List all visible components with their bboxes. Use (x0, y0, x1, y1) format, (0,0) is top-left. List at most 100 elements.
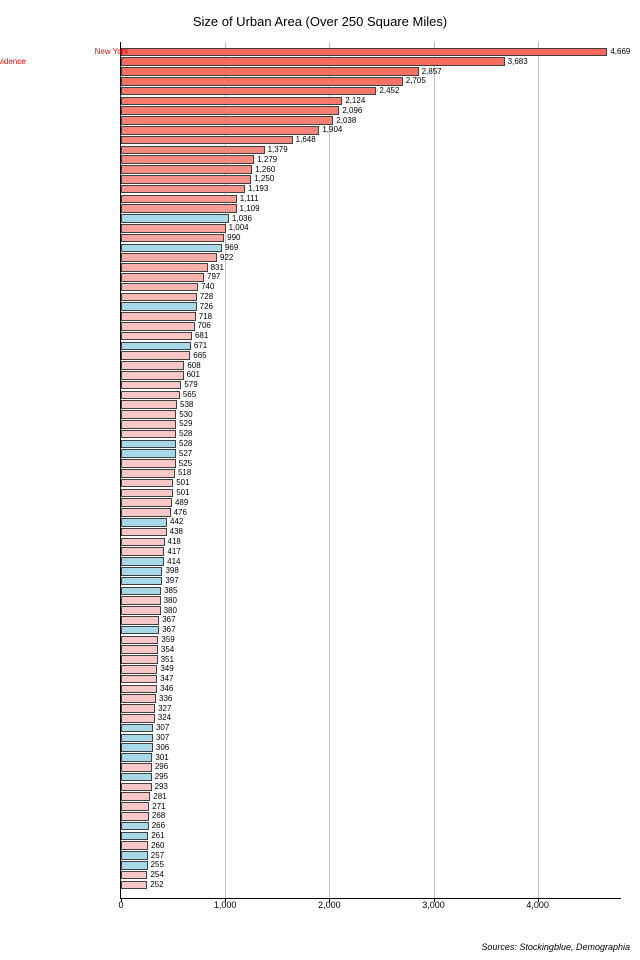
bar (121, 802, 149, 811)
bar-value: 1,004 (229, 223, 249, 233)
bar-value: 442 (170, 517, 183, 527)
bar (121, 636, 158, 645)
bar-value: 2,857 (422, 67, 442, 77)
bar-row: Raleigh706 (121, 321, 211, 331)
bar-row: Pittsburgh922 (121, 253, 233, 263)
bar-value: 252 (150, 880, 163, 890)
bar (121, 136, 293, 145)
bar-row: Houston1,904 (121, 125, 342, 135)
bar-value: 254 (150, 870, 163, 880)
bar (121, 293, 197, 302)
bar (121, 283, 198, 292)
bar-value: 706 (198, 321, 211, 331)
bar (121, 410, 176, 419)
bar-value: 740 (201, 282, 214, 292)
bar-value: 351 (161, 655, 174, 665)
bar (121, 724, 153, 733)
bar-row: Grand Rapids281 (121, 792, 167, 802)
chart-title: Size of Urban Area (Over 250 Square Mile… (0, 0, 640, 37)
bar-row: Tucson354 (121, 645, 174, 655)
bar-row: Antwerp257 (121, 851, 164, 861)
bar-row: Paris969 (121, 243, 238, 253)
bar-value: 2,038 (336, 116, 356, 126)
bar (121, 547, 164, 556)
x-tick-label: 1,000 (214, 900, 237, 910)
bar-value: 397 (165, 576, 178, 586)
bar-value: 718 (199, 312, 212, 322)
bar-row: Louisville489 (121, 498, 188, 508)
bar (121, 616, 159, 625)
bar-row: El Paso252 (121, 880, 164, 890)
bar-value: 414 (167, 557, 180, 567)
bar-row: Harrisburg260 (121, 841, 164, 851)
bar (121, 155, 254, 164)
bar-row: Detroit1,648 (121, 135, 316, 145)
bar (121, 302, 197, 311)
bar (121, 371, 184, 380)
bar-row: Toulon295 (121, 772, 168, 782)
bar-row: Hamburg307 (121, 723, 169, 733)
bar-value: 354 (161, 645, 174, 655)
bar-row: Columbus518 (121, 468, 191, 478)
bar-value: 2,452 (379, 86, 399, 96)
bar (121, 146, 265, 155)
bar (121, 234, 224, 243)
bar-row: Los Angeles2,452 (121, 86, 399, 96)
bar-row: Essen-Dusseldorf1,036 (121, 214, 252, 224)
bar (121, 645, 158, 654)
bar (121, 577, 162, 586)
bar-row: Dallas-Fort Worth2,038 (121, 116, 356, 126)
bar (121, 538, 165, 547)
bar-value: 501 (176, 488, 189, 498)
bar (121, 734, 153, 743)
bar (121, 440, 176, 449)
bar (121, 469, 175, 478)
bar-value: 438 (170, 527, 183, 537)
bar-value: 385 (164, 586, 177, 596)
x-tick-label: 0 (118, 900, 123, 910)
bar (121, 694, 156, 703)
bar (121, 567, 162, 576)
bar-row: Charlotte1,193 (121, 184, 268, 194)
bar-value: 398 (165, 566, 178, 576)
bar (121, 508, 171, 517)
bar-value: 601 (187, 370, 200, 380)
bar-value: 1,279 (257, 155, 277, 165)
gridline (329, 42, 330, 898)
bar-value: 990 (227, 233, 240, 243)
bar-value: 293 (155, 782, 168, 792)
bar (121, 77, 403, 86)
bar (121, 459, 176, 468)
sources-text: Sources: Stockingblue, Demographia (481, 942, 630, 952)
bar-value: 347 (160, 674, 173, 684)
bar-value: 1,379 (268, 145, 288, 155)
bar-row: Naples398 (121, 566, 179, 576)
bar (121, 841, 148, 850)
bar-row: Katowice-Gliwice-Tychy261 (121, 831, 165, 841)
bar-value: 525 (179, 459, 192, 469)
gridline (538, 42, 539, 898)
bar-value: 1,904 (322, 125, 342, 135)
bar (121, 773, 152, 782)
bar (121, 97, 342, 106)
bar (121, 861, 148, 870)
bar-row: Washington-Baltimore2,124 (121, 96, 365, 106)
bar-value: 336 (159, 694, 172, 704)
bar (121, 361, 184, 370)
bar-value: 831 (211, 263, 224, 273)
bar-value: 327 (158, 704, 171, 714)
bar-row: Boston-Providence3,683 (121, 57, 528, 67)
bar-value: 324 (158, 713, 171, 723)
bar-value: 260 (151, 841, 164, 851)
bar-row: Cologne-Bonn301 (121, 753, 169, 763)
bar-row: Springfield349 (121, 664, 174, 674)
bar-row: Denver681 (121, 331, 208, 341)
bar-row: St. Louis990 (121, 233, 240, 243)
bar (121, 420, 176, 429)
bar-row: Tulsa336 (121, 694, 172, 704)
bar (121, 449, 176, 458)
bar-row: New York4,669 (121, 47, 630, 57)
bar-value: 665 (193, 351, 206, 361)
bar-row: Madrid527 (121, 449, 192, 459)
bar-value: 726 (200, 302, 213, 312)
